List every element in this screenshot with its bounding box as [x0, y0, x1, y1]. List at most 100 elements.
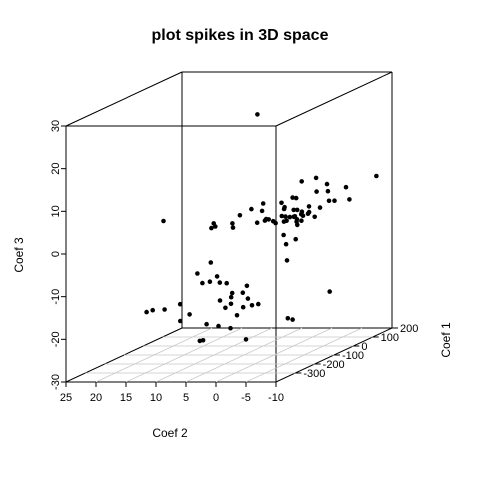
z-tick-label: 0: [50, 251, 62, 257]
data-point: [229, 290, 235, 296]
data-point: [255, 112, 260, 117]
z-tick-label: 10: [50, 205, 62, 217]
data-point: [291, 207, 297, 213]
data-point: [230, 221, 235, 226]
data-point: [162, 307, 167, 312]
data-point: [213, 224, 218, 229]
data-point: [178, 318, 183, 324]
data-point: [228, 301, 234, 307]
data-point: [324, 181, 330, 187]
data-point: [217, 280, 223, 285]
data-point: [223, 305, 228, 311]
x-tick-label: 10: [150, 392, 162, 404]
data-point: [262, 218, 268, 223]
data-point: [326, 198, 332, 204]
data-point: [216, 323, 221, 329]
data-point: [240, 304, 246, 310]
data-point: [284, 258, 290, 263]
data-point: [197, 338, 203, 344]
x-tick-label: 25: [60, 392, 72, 404]
data-point: [255, 301, 261, 307]
data-point: [240, 290, 246, 296]
data-point: [287, 214, 293, 220]
data-point: [187, 312, 192, 317]
z-tick-label: -20: [50, 331, 62, 347]
z-tick-label: 30: [50, 120, 62, 132]
data-point: [270, 218, 276, 224]
data-point: [200, 280, 205, 286]
x-tick-label: 15: [120, 392, 132, 404]
data-point: [243, 337, 249, 342]
x-tick-label: 5: [183, 392, 189, 404]
box-edge: [65, 71, 183, 127]
data-point: [290, 317, 295, 322]
data-point: [228, 294, 234, 300]
data-point: [208, 260, 214, 265]
data-point: [244, 283, 250, 289]
data-point: [204, 321, 209, 327]
data-point: [299, 218, 304, 223]
y-tick-label: 0: [361, 341, 367, 353]
z-axis-label: Coef 3: [12, 237, 26, 273]
data-point: [284, 218, 289, 223]
y-axis-label: Coef 1: [439, 322, 453, 358]
z-tick-label: 20: [50, 163, 62, 175]
data-point: [228, 325, 233, 331]
data-point: [279, 200, 284, 206]
data-point: [293, 236, 299, 242]
data-point: [294, 207, 300, 213]
data-point: [217, 298, 223, 303]
data-point: [150, 307, 155, 313]
data-point: [195, 271, 200, 276]
data-point: [374, 173, 379, 179]
data-point: [209, 225, 214, 231]
data-point: [313, 175, 319, 181]
data-point: [279, 213, 285, 219]
data-point: [214, 274, 220, 279]
data-point: [293, 195, 299, 201]
data-point: [282, 204, 287, 210]
data-point: [245, 296, 251, 301]
data-point: [161, 218, 166, 224]
data-point: [283, 241, 289, 247]
data-point: [144, 309, 149, 315]
data-point: [294, 219, 299, 225]
data-point: [343, 184, 349, 190]
data-point: [237, 213, 243, 218]
data-point: [290, 195, 295, 200]
data-point: [259, 208, 265, 214]
z-tick-label: -30: [50, 374, 62, 390]
data-point: [224, 280, 229, 286]
axis-ticks: 25 20 15 10 5 0 -5 -10-300-200-1000100200-30-20…: [50, 120, 418, 404]
data-point: [299, 179, 305, 184]
data-point: [283, 214, 288, 219]
floor-grid: [85, 327, 373, 383]
box-edge: [275, 71, 393, 127]
data-point: [300, 213, 306, 218]
data-point: [230, 225, 236, 230]
bounding-box: [65, 71, 393, 383]
data-point: [317, 205, 323, 210]
x-tick-label: 20: [90, 392, 102, 404]
data-point: [347, 197, 352, 202]
data-point: [254, 220, 260, 225]
data-point: [249, 303, 255, 308]
x-axis-label: Coef 2: [152, 426, 188, 440]
x-tick-label: -10: [268, 392, 284, 404]
data-point: [281, 232, 286, 238]
x-tick-label: -5: [241, 392, 251, 404]
data-point: [291, 214, 297, 220]
data-point: [314, 189, 319, 194]
data-point: [177, 301, 183, 307]
data-point: [285, 316, 291, 321]
data-point: [305, 211, 311, 216]
z-tick-label: -10: [50, 289, 62, 305]
y-tick-label: 100: [381, 332, 399, 344]
data-point: [306, 204, 312, 209]
chart-title: plot spikes in 3D space: [152, 27, 329, 44]
data-point: [260, 201, 266, 206]
data-point: [327, 289, 333, 294]
y-tick-label: 200: [400, 323, 418, 335]
data-point: [207, 279, 213, 285]
